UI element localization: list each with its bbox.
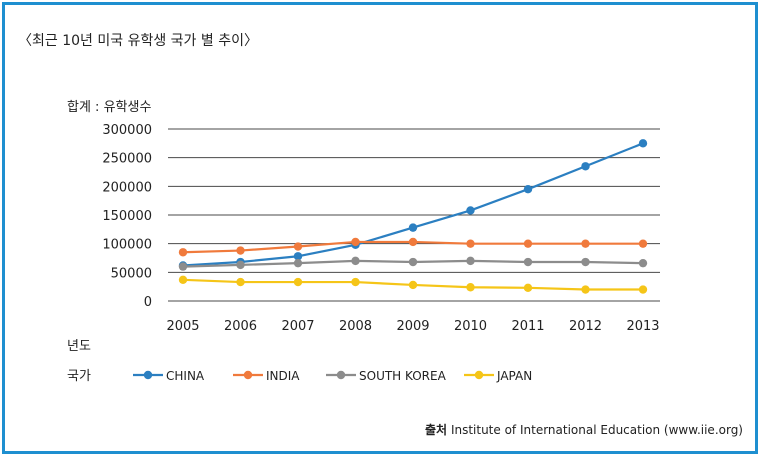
- legend-marker-south-korea: [336, 370, 346, 380]
- x-tick-label: 2013: [626, 319, 659, 334]
- data-point-south-korea: [408, 257, 418, 267]
- y-tick-labels: 300000 250000 200000 150000 100000 50000 0: [102, 123, 152, 310]
- data-point-china: [523, 185, 533, 194]
- legend-marker-japan: [474, 370, 484, 380]
- legend-title: 국가: [67, 369, 91, 384]
- data-point-south-korea: [523, 257, 533, 267]
- data-point-india: [523, 239, 533, 248]
- data-point-china: [408, 223, 418, 232]
- data-point-japan: [408, 280, 418, 290]
- x-axis-label: 년도: [67, 339, 91, 354]
- legend-label-japan: JAPAN: [496, 369, 532, 383]
- x-tick-label: 2006: [224, 319, 257, 334]
- source-text: Institute of International Education (ww…: [450, 423, 743, 437]
- data-point-south-korea: [351, 256, 360, 266]
- y-tick-label: 300000: [102, 123, 152, 138]
- y-tick-label: 250000: [102, 152, 152, 167]
- series-line-china: [182, 142, 644, 267]
- source-note: 출처 Institute of International Education …: [425, 421, 743, 438]
- x-tick-label: 2005: [166, 319, 199, 334]
- data-point-india: [293, 242, 303, 251]
- data-point-china: [581, 162, 590, 171]
- data-point-india: [581, 239, 590, 248]
- y-tick-label: 150000: [102, 209, 152, 224]
- data-point-india: [408, 237, 418, 247]
- data-point-india: [236, 246, 245, 255]
- data-point-japan: [293, 277, 303, 287]
- data-point-japan: [466, 283, 475, 292]
- data-point-south-korea: [236, 260, 245, 270]
- y-tick-label: 200000: [102, 180, 152, 195]
- y-tick-label: 100000: [102, 238, 152, 253]
- data-point-south-korea: [466, 256, 475, 266]
- legend-marker-china: [143, 370, 153, 380]
- x-tick-label: 2010: [454, 319, 487, 334]
- data-point-india: [351, 237, 360, 247]
- legend-label-india: INDIA: [266, 369, 300, 383]
- data-point-south-korea: [638, 258, 648, 268]
- legend: 국가 CHINA INDIA SOUTH KOREA JAPAN: [67, 369, 532, 384]
- data-point-china: [638, 139, 648, 148]
- data-point-china: [293, 252, 303, 261]
- legend-label-china: CHINA: [166, 369, 205, 383]
- x-tick-label: 2009: [396, 319, 429, 334]
- data-point-south-korea: [581, 257, 590, 267]
- data-point-japan: [178, 275, 188, 284]
- data-point-japan: [638, 285, 648, 294]
- x-tick-label: 2011: [511, 319, 544, 334]
- y-tick-label: 50000: [111, 266, 152, 281]
- y-tick-label: 0: [144, 295, 152, 310]
- data-point-japan: [523, 283, 533, 293]
- legend-marker-india: [243, 370, 253, 380]
- x-tick-label: 2008: [339, 319, 372, 334]
- data-point-south-korea: [178, 262, 188, 271]
- data-point-china: [466, 206, 475, 215]
- data-point-india: [466, 239, 475, 248]
- y-axis-label: 합계 : 유학생수: [67, 100, 152, 115]
- data-point-japan: [236, 277, 245, 287]
- data-point-india: [638, 239, 648, 248]
- legend-label-south-korea: SOUTH KOREA: [359, 369, 447, 383]
- data-point-south-korea: [293, 258, 303, 268]
- source-label: 출처: [425, 423, 448, 437]
- data-point-japan: [581, 285, 590, 294]
- x-tick-label: 2007: [281, 319, 314, 334]
- data-point-india: [178, 248, 188, 257]
- series-lines: [178, 139, 648, 294]
- chart-title: 〈최근 10년 미국 유학생 국가 별 추이〉: [18, 33, 258, 49]
- x-tick-labels: 2005 2006 2007 2008 2009 2010 2011 2012 2013: [166, 319, 659, 334]
- data-point-japan: [351, 277, 360, 287]
- grid-lines: [168, 128, 660, 302]
- x-tick-label: 2012: [569, 319, 602, 334]
